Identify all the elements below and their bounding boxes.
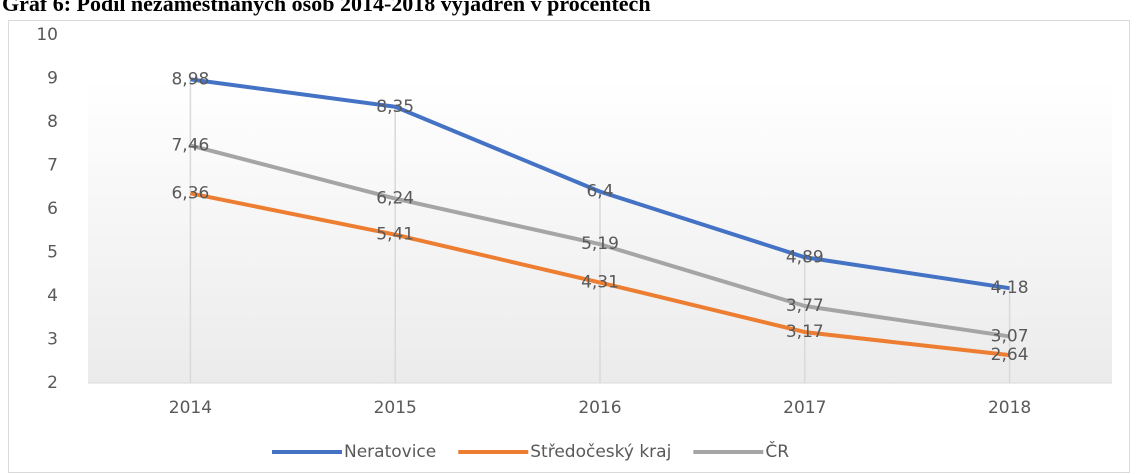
- x-tick-label: 2017: [783, 398, 826, 418]
- y-tick-label: 3: [47, 330, 58, 350]
- y-tick-label: 6: [47, 199, 58, 219]
- y-tick-label: 10: [36, 25, 58, 45]
- data-label: 8,98: [171, 69, 209, 89]
- data-label: 6,4: [586, 182, 613, 202]
- x-tick-label: 2018: [988, 398, 1031, 418]
- y-tick-label: 4: [47, 286, 58, 306]
- y-tick-label: 9: [47, 69, 58, 89]
- x-tick-label: 2015: [374, 398, 417, 418]
- data-label: 6,36: [171, 183, 209, 203]
- y-tick-label: 7: [47, 156, 58, 176]
- x-tick-label: 2016: [578, 398, 621, 418]
- data-label: 7,46: [171, 135, 209, 155]
- data-label: 6,24: [376, 189, 414, 209]
- chart-title: Graf 6: Podíl nezaměstnaných osob 2014-2…: [2, 0, 651, 16]
- data-label: 3,77: [786, 296, 824, 316]
- data-label: 3,17: [786, 322, 824, 342]
- data-label: 8,35: [376, 97, 414, 117]
- data-label: 5,41: [376, 225, 414, 245]
- data-label: 4,31: [581, 273, 619, 293]
- data-label: 4,18: [991, 278, 1029, 298]
- series-line: [190, 191, 1010, 358]
- legend-label: Neratovice: [344, 442, 436, 462]
- x-tick-label: 2014: [169, 398, 212, 418]
- data-label: 2,64: [991, 345, 1029, 365]
- data-label: 5,19: [581, 234, 619, 254]
- series-line: [190, 77, 1010, 291]
- legend-label: Středočeský kraj: [530, 442, 671, 462]
- legend-label: ČR: [765, 440, 789, 462]
- data-label: 3,07: [991, 326, 1029, 346]
- y-tick-label: 2: [47, 373, 58, 393]
- data-label: 4,89: [786, 247, 824, 267]
- series-line: [189, 143, 1010, 339]
- y-tick-label: 5: [47, 243, 58, 263]
- y-tick-label: 8: [47, 112, 58, 132]
